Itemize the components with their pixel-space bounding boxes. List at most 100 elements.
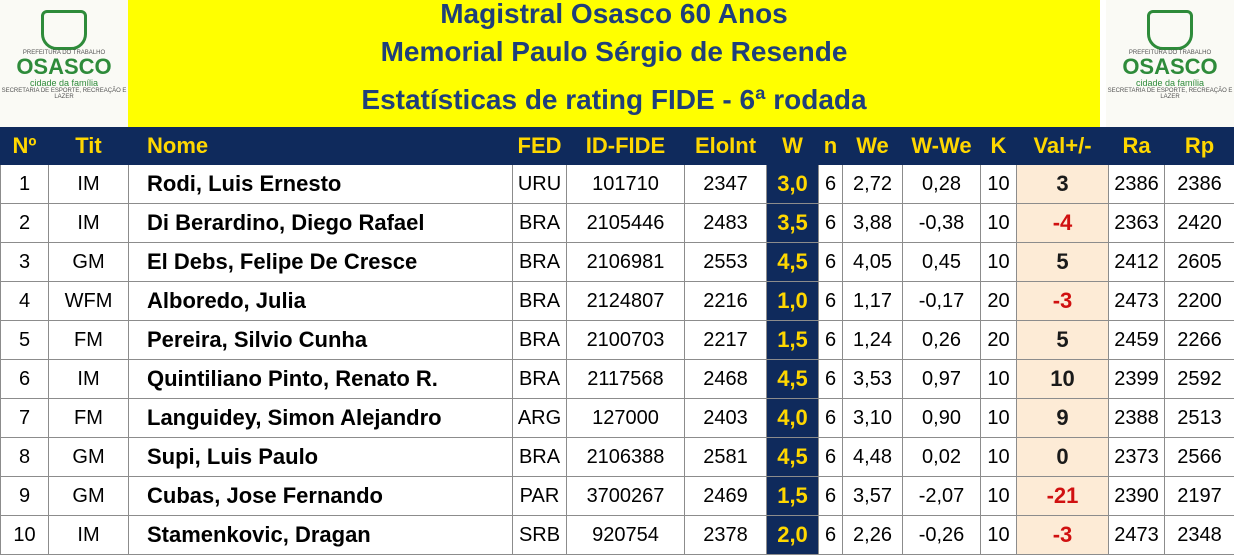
cell: -21 (1016, 476, 1109, 516)
cell: 1,5 (766, 320, 819, 360)
cell: Pereira, Silvio Cunha (128, 320, 513, 360)
cell: 3,10 (842, 398, 903, 438)
cell: -0,17 (902, 281, 981, 321)
cell: Cubas, Jose Fernando (128, 476, 513, 516)
cell: Languidey, Simon Alejandro (128, 398, 513, 438)
cell: 10 (980, 242, 1017, 282)
title-line: Memorial Paulo Sérgio de Resende (380, 36, 848, 67)
cell: BRA (512, 359, 567, 399)
cell: 5 (1016, 242, 1109, 282)
logo-bottom: SECRETARIA DE ESPORTE, RECREAÇÃO E LAZER (1, 88, 127, 100)
cell: 2483 (684, 203, 767, 243)
cell: 0,28 (902, 164, 981, 204)
cell: 6 (818, 476, 843, 516)
cell: 3,57 (842, 476, 903, 516)
cell: 2117568 (566, 359, 685, 399)
cell: 2386 (1164, 164, 1234, 204)
cell: SRB (512, 515, 567, 555)
cell: 0,97 (902, 359, 981, 399)
column-header: Val+/- (1016, 127, 1109, 165)
column-header: We (842, 127, 903, 165)
cell: 2592 (1164, 359, 1234, 399)
cell: FM (48, 320, 129, 360)
cell: 9 (1016, 398, 1109, 438)
column-header: Tit (48, 127, 129, 165)
emblem (41, 10, 87, 50)
cell: 2399 (1108, 359, 1165, 399)
cell: 6 (818, 242, 843, 282)
cell: BRA (512, 320, 567, 360)
table-row: 2 IM Di Berardino, Diego Rafael BRA 2105446 2… (0, 203, 1234, 243)
logo-bottom: SECRETARIA DE ESPORTE, RECREAÇÃO E LAZER (1107, 88, 1233, 100)
cell: 7 (0, 398, 49, 438)
cell: 3 (1016, 164, 1109, 204)
cell: 6 (818, 398, 843, 438)
cell: IM (48, 164, 129, 204)
cell: -2,07 (902, 476, 981, 516)
cell: 2605 (1164, 242, 1234, 282)
cell: BRA (512, 242, 567, 282)
cell: 9 (0, 476, 49, 516)
cell: 20 (980, 281, 1017, 321)
cell: 2,26 (842, 515, 903, 555)
cell: 3700267 (566, 476, 685, 516)
cell: 2378 (684, 515, 767, 555)
cell: 6 (818, 203, 843, 243)
cell: 4,5 (766, 437, 819, 477)
logo-top: PREFEITURA DO TRABALHO (1128, 50, 1212, 56)
cell: 2581 (684, 437, 767, 477)
cell: 2469 (684, 476, 767, 516)
cell: 6 (818, 320, 843, 360)
cell: 2412 (1108, 242, 1165, 282)
cell: -3 (1016, 515, 1109, 555)
column-header: Rp (1164, 127, 1234, 165)
cell: IM (48, 515, 129, 555)
cell: BRA (512, 281, 567, 321)
column-header: Nº (0, 127, 49, 165)
cell: -3 (1016, 281, 1109, 321)
logo-top: PREFEITURA DO TRABALHO (22, 50, 106, 56)
cell: 2106981 (566, 242, 685, 282)
cell: 2,0 (766, 515, 819, 555)
cell: 3,5 (766, 203, 819, 243)
cell: -0,38 (902, 203, 981, 243)
cell: 10 (1016, 359, 1109, 399)
cell: GM (48, 437, 129, 477)
cell: 6 (818, 164, 843, 204)
cell: 6 (818, 515, 843, 555)
cell: 1,17 (842, 281, 903, 321)
cell: 6 (818, 281, 843, 321)
cell: WFM (48, 281, 129, 321)
cell: IM (48, 359, 129, 399)
cell: 2373 (1108, 437, 1165, 477)
table-row: 9 GM Cubas, Jose Fernando PAR 3700267 2469 1,5… (0, 476, 1234, 516)
cell: 920754 (566, 515, 685, 555)
table-row: 7 FM Languidey, Simon Alejandro ARG 127000 24… (0, 398, 1234, 438)
cell: IM (48, 203, 129, 243)
cell: 2468 (684, 359, 767, 399)
cell: 2388 (1108, 398, 1165, 438)
cell: 2473 (1108, 281, 1165, 321)
cell: Di Berardino, Diego Rafael (128, 203, 513, 243)
cell: URU (512, 164, 567, 204)
cell: 3,88 (842, 203, 903, 243)
cell: 2266 (1164, 320, 1234, 360)
cell: GM (48, 476, 129, 516)
cell: BRA (512, 203, 567, 243)
cell: 6 (818, 437, 843, 477)
table-body: 1 IM Rodi, Luis Ernesto URU 101710 2347 3,0 6 2,… (0, 164, 1234, 555)
table-row: 3 GM El Debs, Felipe De Cresce BRA 2106981 25… (0, 242, 1234, 282)
cell: 10 (980, 164, 1017, 204)
table-row: 1 IM Rodi, Luis Ernesto URU 101710 2347 3,0 6 2,… (0, 164, 1234, 204)
cell: 101710 (566, 164, 685, 204)
cell: 2513 (1164, 398, 1234, 438)
emblem (1147, 10, 1193, 50)
cell: 2386 (1108, 164, 1165, 204)
cell: 10 (980, 476, 1017, 516)
logo-name: OSASCO (1122, 54, 1218, 79)
cell: 6 (818, 359, 843, 399)
column-header: n (818, 127, 843, 165)
cell: 0,02 (902, 437, 981, 477)
cell: 20 (980, 320, 1017, 360)
